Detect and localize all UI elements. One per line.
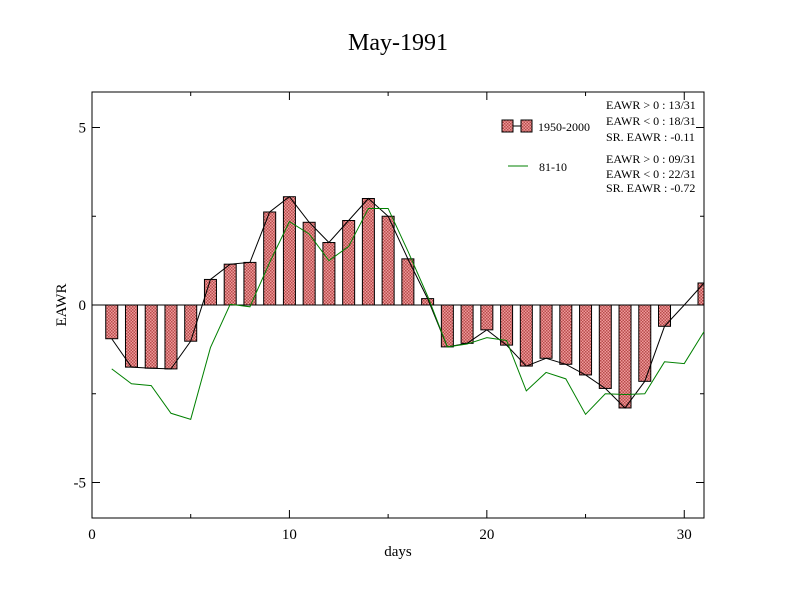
bar-day-25 [579,304,593,376]
y-tick-label-5: 5 [79,121,87,137]
bar-day-22 [519,304,533,367]
legend-label-1950-2000: 1950-2000 [538,120,590,134]
series-line-81-10 [111,207,705,420]
stats-block: EAWR > 0 : 13/31 EAWR < 0 : 18/31 SR. EA… [606,98,696,195]
bar-day-15 [381,215,395,306]
bar-day-19 [460,304,474,344]
series-line-1950-2000 [111,196,705,409]
bar-day-8 [243,261,257,306]
legend-swatch-right [520,119,533,133]
x-tick-label-0: 0 [88,527,96,543]
bar-day-3 [144,304,158,369]
x-tick-label-30: 30 [677,527,692,543]
bar-day-20 [480,304,494,331]
stat-1950-2000-neg: EAWR < 0 : 18/31 [606,114,696,128]
bar-day-23 [539,304,553,359]
bar-day-12 [322,242,336,306]
bar-day-27 [618,304,632,409]
bar-day-14 [361,198,375,306]
bar-day-1 [105,304,119,340]
bar-day-7 [223,263,237,306]
bar-day-4 [164,304,178,370]
x-tick-label-10: 10 [282,527,297,543]
y-tick-label-0: 0 [79,298,87,314]
bar-day-21 [500,304,514,346]
y-tick-label--5: -5 [74,476,87,492]
bar-day-10 [282,196,296,306]
legend-swatch-left [501,119,514,133]
bar-day-5 [184,304,198,342]
stat-1950-2000-sr: SR. EAWR : -0.11 [606,130,695,144]
bar-day-24 [559,304,573,365]
bar-day-9 [263,211,277,306]
bar-day-29 [658,304,672,327]
bar-day-18 [440,304,454,348]
x-axis-label: days [384,544,412,560]
stat-81-10-sr: SR. EAWR : -0.72 [606,181,695,195]
bar-day-2 [124,304,138,368]
stat-81-10-pos: EAWR > 0 : 09/31 [606,152,696,166]
bar-day-16 [401,258,415,306]
chart-title: May-1991 [348,30,448,56]
bar-day-26 [598,304,612,389]
y-axis-label: EAWR [54,284,70,327]
legend-label-81-10: 81-10 [539,160,567,174]
stat-81-10-neg: EAWR < 0 : 22/31 [606,167,696,181]
bar-day-13 [342,220,356,306]
stat-1950-2000-pos: EAWR > 0 : 13/31 [606,98,696,112]
x-tick-label-20: 20 [479,527,494,543]
legend: 1950-2000 81-10 [501,119,590,174]
